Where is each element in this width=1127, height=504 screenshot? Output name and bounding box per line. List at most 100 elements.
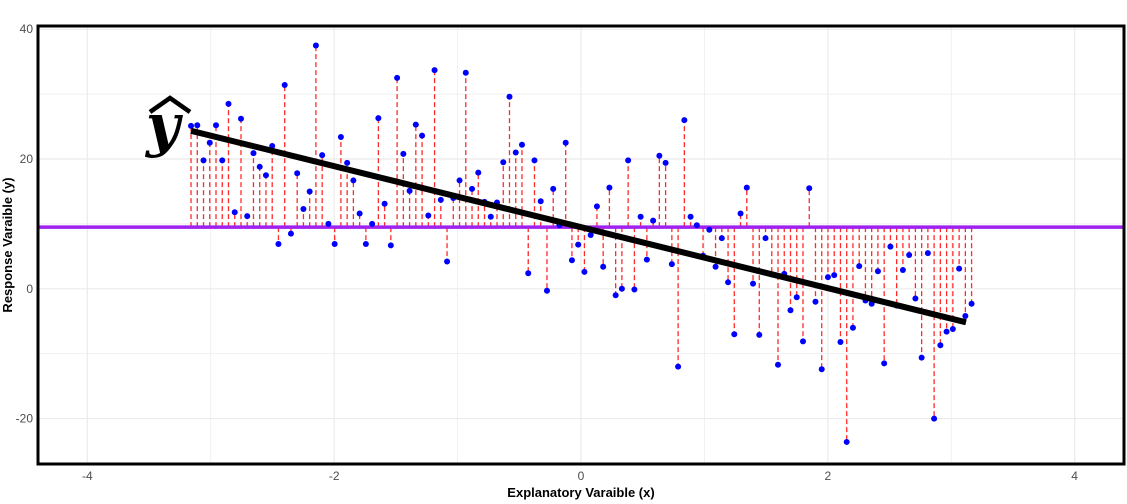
data-point — [294, 170, 301, 177]
data-point — [300, 205, 307, 212]
data-point — [806, 185, 813, 192]
data-point — [849, 324, 856, 331]
data-point — [775, 361, 782, 368]
data-point — [600, 263, 607, 270]
data-point — [331, 241, 338, 248]
data-point — [943, 328, 950, 335]
data-point — [956, 265, 963, 272]
data-point — [793, 294, 800, 301]
data-point — [194, 122, 201, 129]
data-point — [693, 222, 700, 229]
y-tick-label: -20 — [16, 412, 34, 426]
data-point — [487, 213, 494, 220]
data-point — [344, 159, 351, 166]
data-point — [394, 74, 401, 81]
data-point — [837, 339, 844, 346]
data-point — [912, 295, 919, 302]
data-points — [188, 42, 975, 445]
x-tick-label: 4 — [1071, 469, 1078, 483]
data-point — [756, 331, 763, 338]
data-point — [188, 122, 195, 129]
data-point — [968, 300, 975, 307]
x-axis-title: Explanatory Varaible (x) — [507, 485, 654, 500]
data-point — [812, 298, 819, 305]
data-point — [899, 266, 906, 273]
data-point — [356, 210, 363, 217]
data-point — [587, 231, 594, 238]
data-point — [219, 157, 226, 164]
data-point — [675, 363, 682, 370]
data-point — [818, 366, 825, 373]
data-point — [918, 354, 925, 361]
data-point — [200, 157, 207, 164]
data-point — [531, 157, 538, 164]
data-point — [762, 235, 769, 242]
data-point — [350, 177, 357, 184]
data-point — [406, 187, 413, 194]
data-point — [937, 342, 944, 349]
data-point — [437, 196, 444, 203]
data-point — [874, 268, 881, 275]
data-point — [462, 69, 469, 76]
data-point — [625, 157, 632, 164]
data-point — [843, 438, 850, 445]
data-point — [431, 67, 438, 74]
data-point — [931, 415, 938, 422]
data-point — [475, 169, 482, 176]
data-point — [737, 210, 744, 217]
data-point — [712, 263, 719, 270]
data-point — [262, 172, 269, 179]
data-point — [962, 313, 969, 320]
data-point — [525, 270, 532, 277]
data-point — [662, 159, 669, 166]
data-point — [213, 122, 220, 129]
data-point — [387, 242, 394, 249]
data-point — [275, 241, 282, 248]
data-point — [369, 220, 376, 227]
regression-line — [190, 127, 967, 326]
data-point — [743, 184, 750, 191]
data-point — [319, 152, 326, 159]
data-point — [824, 274, 831, 281]
data-point — [444, 258, 451, 265]
data-point — [337, 133, 344, 140]
data-point — [887, 243, 894, 250]
data-point — [581, 268, 588, 275]
data-point — [244, 213, 251, 220]
data-point — [949, 326, 956, 333]
data-point — [706, 226, 713, 233]
data-point — [668, 261, 675, 268]
data-point — [500, 159, 507, 166]
data-point — [237, 115, 244, 122]
data-point — [568, 257, 575, 264]
data-point — [575, 241, 582, 248]
data-point — [287, 230, 294, 237]
y-tick-label: 20 — [20, 152, 34, 166]
data-point — [924, 250, 931, 257]
plot-frame — [36, 24, 1126, 466]
data-point — [256, 163, 263, 170]
data-point — [456, 177, 463, 184]
data-point — [225, 100, 232, 107]
data-point — [787, 307, 794, 314]
data-point — [718, 235, 725, 242]
x-tick-label: 2 — [824, 469, 831, 483]
data-point — [856, 263, 863, 270]
data-point — [550, 185, 557, 192]
data-point — [537, 198, 544, 205]
data-point — [543, 287, 550, 294]
data-point — [831, 272, 838, 279]
data-point — [612, 292, 619, 299]
data-point — [637, 213, 644, 220]
y-hat-annotation: ŷ y — [144, 91, 192, 159]
data-point — [506, 93, 513, 100]
y-axis-title: Response Varaible (y) — [0, 177, 15, 312]
data-point — [362, 241, 369, 248]
data-point — [725, 279, 732, 286]
y-tick-label: 0 — [26, 282, 33, 296]
hat-mark — [148, 95, 192, 114]
x-tick-label: 0 — [578, 469, 585, 483]
data-point — [375, 115, 382, 122]
data-point — [687, 213, 694, 220]
